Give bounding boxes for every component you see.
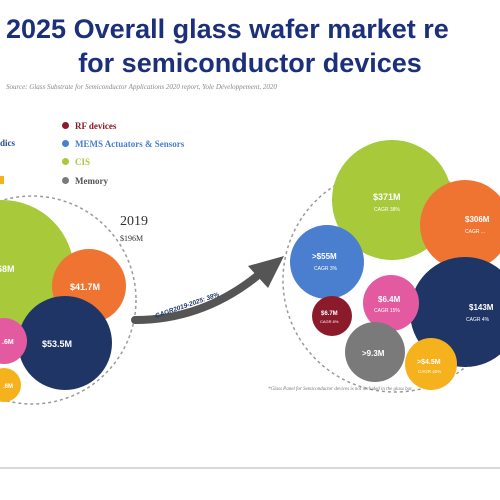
bubble-label-2025-mems: >$55M — [312, 252, 337, 261]
bubble-label-2025-gold: >$4.5M — [417, 359, 441, 366]
legend-label-rf: RF devices — [75, 120, 117, 131]
year-label-2019: 2019 — [120, 214, 148, 229]
legend-item-cis: CIS — [62, 156, 90, 167]
bubble-label-2019-cis: $68M — [0, 264, 15, 274]
bubble-2025-pink — [363, 275, 419, 331]
legend-dot-mems — [62, 140, 69, 148]
bubble-sub-2025-cis: CAGR 38% — [374, 207, 400, 213]
legend-item-partial: dics — [0, 137, 15, 148]
bubble-label-2025-rf: $6.7M — [321, 311, 338, 317]
legend-label-partial: dics — [0, 137, 16, 148]
bubble-sub-2025-orange: CAGR ... — [465, 229, 485, 235]
bubble-2019-gold — [0, 368, 21, 402]
bubble-label-2019-gold: .6M — [3, 384, 13, 390]
legend-item-memory: Memory — [62, 175, 108, 186]
bubble-2025-mems — [290, 225, 364, 299]
chart-title-line2: for semiconductor devices — [78, 48, 422, 78]
source-note: Source: Glass Substrate for Semiconducto… — [6, 83, 277, 91]
legend-dot-memory — [62, 177, 69, 185]
legend-item-rf: RF devices — [62, 120, 116, 131]
growth-arrow — [131, 268, 266, 324]
bubble-label-2019-navy: $53.5M — [42, 339, 72, 349]
bubble-label-2025-cis: $371M — [373, 192, 401, 202]
bubble-sub-2025-gold: CAGR 40% — [418, 369, 441, 374]
bubble-label-2025-pink: $6.4M — [378, 295, 401, 304]
bubble-label-2019-orange: $41.7M — [70, 282, 100, 292]
bubble-label-2025-navy: $143M — [469, 303, 494, 312]
bubble-label-2025-memory: >9.3M — [362, 349, 385, 358]
bubble-2025-gold — [405, 338, 457, 390]
bubble-2019-navy — [18, 296, 112, 390]
legend-dot-cis — [62, 158, 69, 166]
bubble-sub-2025-navy: CAGR 4% — [466, 317, 490, 323]
ring-2025 — [282, 167, 500, 393]
bubble-2025-orange — [420, 180, 500, 270]
bubble-sub-2025-pink: CAGR 15% — [374, 308, 400, 314]
legend-swatch-partial — [0, 176, 4, 184]
growth-arrow-head — [248, 256, 284, 288]
ring-2019 — [0, 195, 137, 405]
bubble-label-2019-pink: .6M — [2, 339, 14, 346]
bubble-2025-memory — [345, 322, 405, 382]
bubble-sub-2025-rf: CAGR 8% — [320, 319, 339, 324]
bubble-label-2025-orange: $306M — [465, 215, 490, 224]
legend-label-cis: CIS — [75, 156, 91, 167]
legend-dot-rf — [62, 122, 69, 130]
chart-title-line1: 2025 Overall glass wafer market re — [6, 14, 449, 44]
legend-item-mems: MEMS Actuators & Sensors — [62, 138, 184, 149]
legend-label-mems: MEMS Actuators & Sensors — [75, 138, 185, 149]
legend-label-memory: Memory — [75, 175, 108, 186]
bubble-2025-rf — [312, 296, 352, 336]
footnote: *Glass Panel for Semiconductor devices i… — [268, 387, 413, 392]
total-label-2019: $196M — [120, 234, 144, 243]
bubble-sub-2025-mems: CAGR 3% — [314, 266, 338, 272]
bubble-2019-pink — [0, 318, 27, 364]
